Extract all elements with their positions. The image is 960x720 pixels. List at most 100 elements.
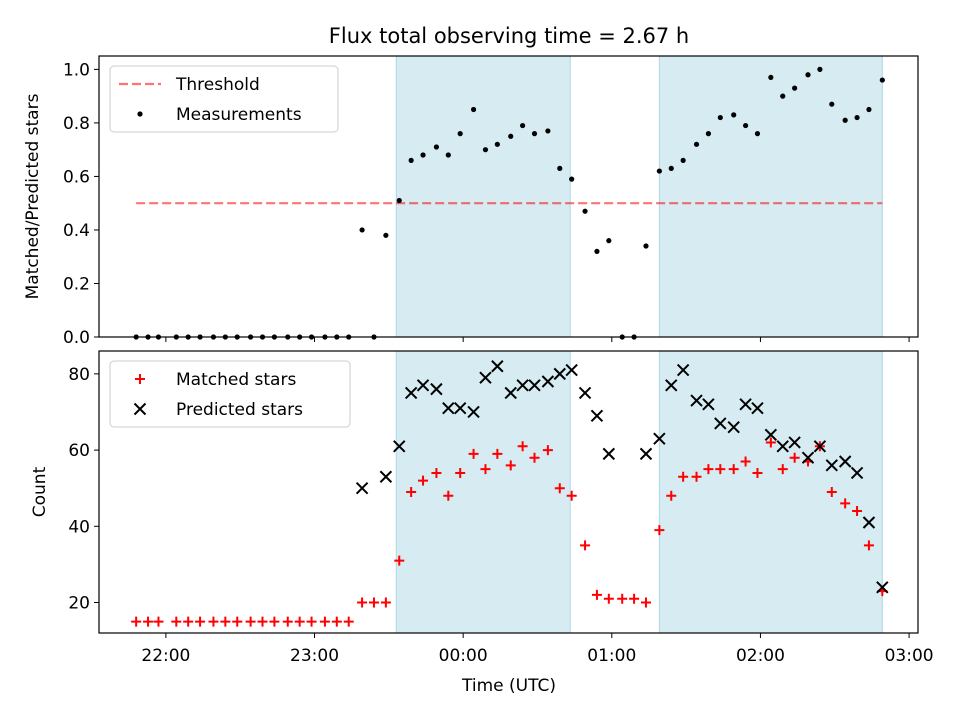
measurement-point [606, 238, 612, 244]
measurement-point [754, 131, 761, 137]
matched-star-point [195, 616, 206, 627]
measurement-point [817, 66, 823, 72]
y-tick-label: 0.0 [63, 328, 90, 348]
predicted-star-point [553, 367, 566, 381]
measurement-point [470, 106, 477, 113]
predicted-star-point [578, 386, 592, 400]
matched-star-point [580, 540, 591, 551]
matched-star-point [153, 616, 164, 627]
x-tick-label: 22:00 [141, 646, 190, 666]
matched-star-point [752, 467, 763, 478]
measurement-point [705, 131, 712, 137]
predicted-star-point [850, 466, 864, 480]
legend: Matched stars Predicted stars [109, 360, 351, 428]
y-tick-label: 40 [68, 517, 90, 537]
matched-star-point [603, 593, 614, 604]
measurement-point [780, 93, 786, 99]
measurement-point [383, 232, 389, 238]
measurement-point [866, 106, 872, 113]
legend-label: Predicted stars [176, 400, 303, 420]
predicted-star-point [491, 360, 504, 373]
matched-star-point [765, 437, 776, 448]
axes-frame [98, 55, 919, 338]
predicted-star-point [430, 382, 443, 396]
predicted-star-point [727, 421, 740, 434]
matched-star-point [542, 445, 553, 456]
predicted-star-point [416, 379, 430, 392]
matched-star-point [455, 467, 466, 478]
matched-star-point [840, 498, 851, 509]
measurement-point [531, 131, 538, 137]
predicted-star-point [565, 363, 578, 377]
predicted-star-point [639, 447, 653, 461]
predicted-star-point [453, 401, 467, 415]
measurement-point [520, 122, 526, 129]
measurement-point [792, 85, 798, 91]
predicted-star-point [516, 379, 529, 392]
matched-star-point [566, 490, 577, 501]
matched-star-point [343, 616, 354, 627]
measurement-point [680, 157, 686, 163]
measurement-point [420, 152, 426, 158]
legend-measurement-swatch [137, 111, 143, 117]
matched-star-point [245, 616, 256, 627]
legend-predicted-swatch [133, 402, 147, 416]
x-tick-label: 03:00 [885, 646, 934, 666]
legend-label: Matched stars [176, 370, 296, 390]
predicted-star-point [788, 436, 801, 449]
predicted-star-point [653, 432, 666, 445]
matched-star-point [269, 616, 280, 627]
measurement-point [557, 165, 563, 171]
observing-window-shade [395, 55, 571, 338]
legend-matched-swatch [135, 374, 145, 384]
y-axis-label: Matched/Predicted stars [23, 93, 43, 299]
predicted-star-point [714, 417, 727, 430]
legend: Threshold Measurements [109, 65, 339, 133]
measurement-point [768, 74, 774, 81]
measurement-point [668, 165, 674, 171]
matched-star-point [640, 597, 651, 608]
predicted-star-point [528, 379, 541, 392]
predicted-star-point [442, 401, 455, 415]
measurement-point [643, 243, 649, 249]
matched-star-point [171, 616, 182, 627]
measurement-point [693, 141, 700, 147]
predicted-star-point [838, 455, 852, 468]
matched-star-point [629, 593, 640, 604]
legend-box [109, 65, 339, 133]
matched-star-point [380, 597, 391, 608]
matched-star-point [740, 456, 751, 467]
chart-title: Flux total observing time = 2.67 h [329, 24, 689, 48]
predicted-star-point [479, 371, 492, 384]
measurement-point [494, 141, 500, 147]
matched-star-point [406, 487, 417, 497]
matched-star-point [368, 597, 379, 608]
y-tick-label: 0.4 [63, 221, 90, 241]
y-tick-label: 0.2 [63, 274, 90, 294]
axes-frame [98, 350, 919, 634]
matched-star-point [529, 452, 540, 463]
measurement-point [433, 144, 440, 150]
predicted-star-point [825, 459, 838, 472]
measurement-point [457, 131, 463, 137]
measurement-point [408, 157, 414, 163]
y-tick-label: 60 [68, 441, 90, 461]
measurement-point [359, 227, 365, 233]
matched-star-point [183, 616, 194, 627]
matched-star-point [468, 448, 479, 459]
matched-star-point [666, 490, 677, 501]
matched-star-point [863, 540, 874, 551]
measurement-point [805, 72, 811, 78]
measurement-point [656, 168, 662, 174]
measurement-point [731, 112, 737, 118]
matched-star-point [319, 616, 330, 627]
y-tick-label: 1.0 [63, 60, 90, 80]
matched-star-point [306, 616, 317, 627]
measurement-point [854, 114, 860, 121]
measurement-point [742, 122, 749, 129]
y-axis-label: Count [30, 466, 50, 517]
y-tick-label: 20 [68, 594, 90, 614]
predicted-star-point [801, 451, 815, 464]
legend-box [109, 360, 351, 428]
predicted-star-point [862, 516, 876, 529]
